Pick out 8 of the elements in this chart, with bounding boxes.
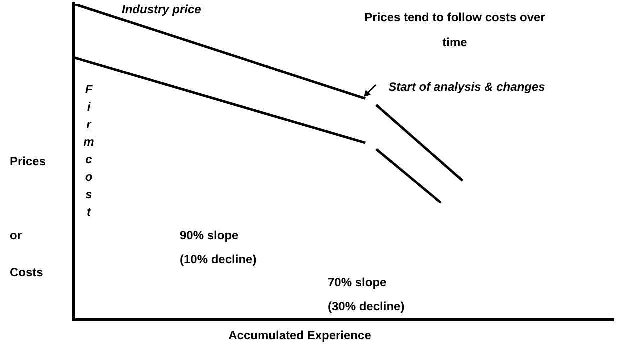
annotation: Prices tend to follow costs over time (364, 10, 546, 50)
series-label: Firm cost (84, 82, 95, 219)
text: Prices or Costs (10, 154, 46, 280)
annotation: Start of analysis & changes (388, 80, 546, 94)
annotation: 70% slope (30% decline) (328, 275, 405, 314)
annotation: 90% slope (10% decline) (180, 228, 257, 266)
series-label: Industry price (122, 2, 202, 16)
x-axis-title: Accumulated Experience (228, 328, 372, 342)
